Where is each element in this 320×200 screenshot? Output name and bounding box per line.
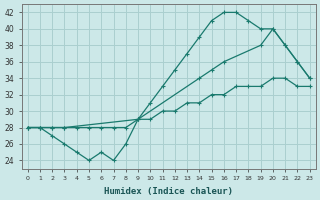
X-axis label: Humidex (Indice chaleur): Humidex (Indice chaleur) bbox=[104, 187, 233, 196]
